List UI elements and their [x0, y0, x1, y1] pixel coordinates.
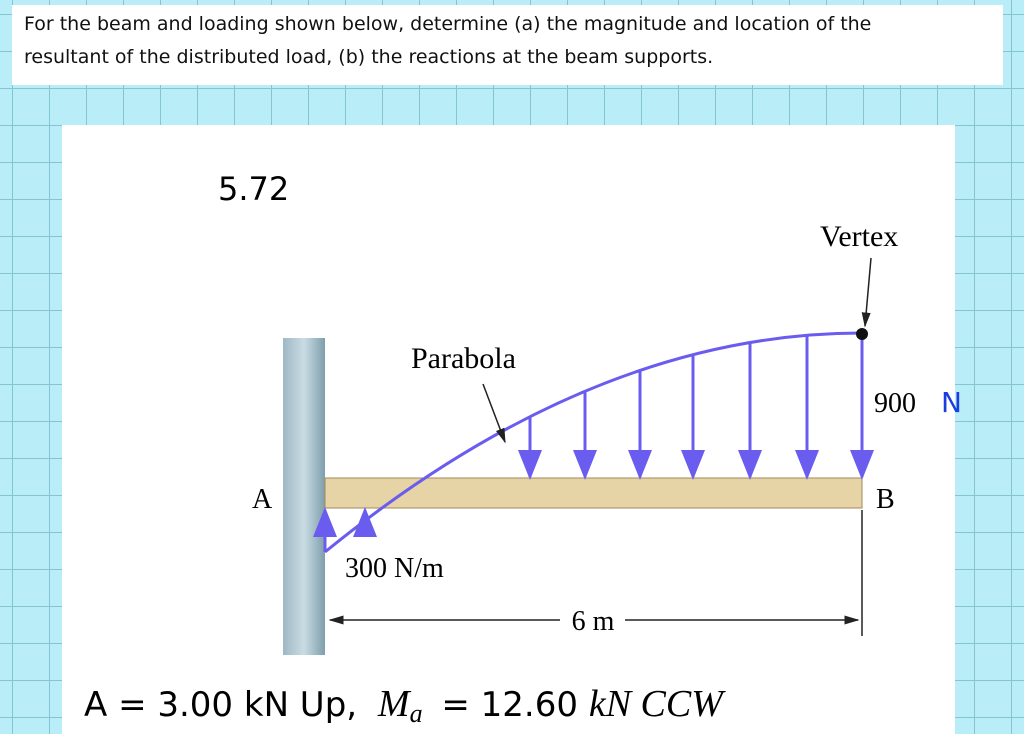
load-arrows	[313, 333, 874, 552]
vertex-pointer	[861, 257, 872, 328]
answer-part: = 12.60	[441, 685, 578, 725]
parabola-pointer	[482, 383, 506, 444]
load-left-label: 300 N/m	[345, 553, 444, 584]
load-right-label: 900	[874, 388, 916, 419]
wall	[283, 338, 325, 655]
vertex-label: Vertex	[820, 220, 898, 253]
answer-text: A = 3.00 kN Up, Ma = 12.60 kN CCW	[84, 683, 726, 731]
answer-part: M	[377, 683, 412, 725]
parabola-label: Parabola	[411, 342, 516, 375]
span-label: 6 m	[572, 606, 615, 637]
parabola-curve	[324, 331, 863, 554]
question-box: For the beam and loading shown below, de…	[12, 5, 1003, 85]
support-a-label: A	[252, 484, 273, 515]
answer-part: kN CCW	[589, 683, 726, 725]
load-right-unit: N	[941, 386, 962, 419]
question-text: For the beam and loading shown below, de…	[24, 13, 872, 35]
vertex-dot	[856, 328, 868, 340]
answer-part: a	[410, 699, 423, 728]
figure-number: 5.72	[218, 170, 289, 208]
question-text: resultant of the distributed load, (b) t…	[24, 46, 714, 68]
support-b-label: B	[876, 484, 895, 515]
answer-part: A = 3.00 kN Up,	[84, 685, 357, 725]
beam	[324, 477, 863, 509]
